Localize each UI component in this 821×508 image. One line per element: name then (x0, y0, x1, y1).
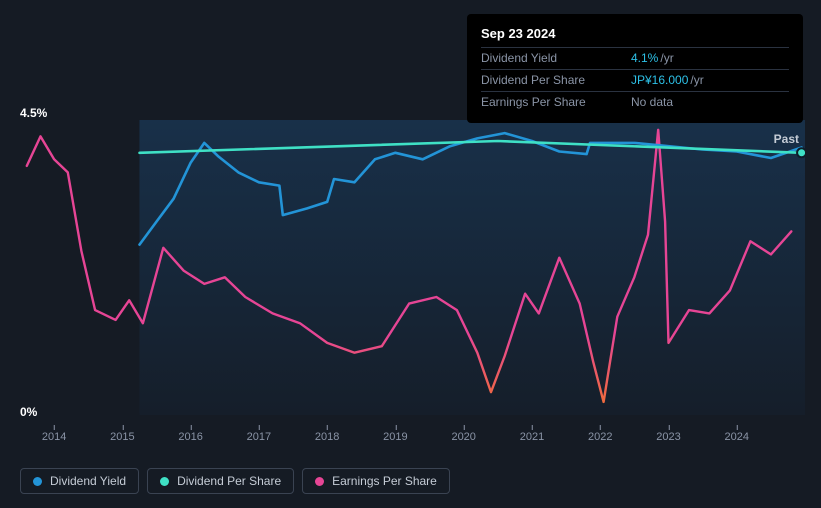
tooltip-row-label: Dividend Per Share (481, 71, 631, 90)
x-axis-tick: 2023 (656, 431, 680, 443)
tooltip-row-value: No data (631, 93, 673, 112)
x-axis-tick: 2022 (588, 431, 612, 443)
tooltip-row: Dividend Per ShareJP¥16.000/yr (481, 69, 789, 91)
past-label: Past (774, 132, 799, 146)
chart-legend: Dividend Yield Dividend Per Share Earnings… (20, 468, 450, 494)
legend-dot (160, 477, 169, 486)
chart-plot (20, 120, 805, 415)
legend-item-label: Dividend Yield (50, 474, 126, 488)
x-axis-tick: 2017 (247, 431, 271, 443)
legend-item[interactable]: Dividend Per Share (147, 468, 294, 494)
tooltip-row: Dividend Yield4.1%/yr (481, 47, 789, 69)
x-axis-tick: 2014 (42, 431, 66, 443)
legend-item[interactable]: Dividend Yield (20, 468, 139, 494)
legend-item[interactable]: Earnings Per Share (302, 468, 450, 494)
tooltip-row: Earnings Per ShareNo data (481, 91, 789, 113)
tooltip-date: Sep 23 2024 (481, 24, 789, 45)
legend-dot (33, 477, 42, 486)
y-axis-max-label: 4.5% (20, 106, 47, 120)
chart-area: 4.5% 0% Past (20, 110, 805, 415)
x-axis-tick: 2016 (178, 431, 202, 443)
tooltip-row-value: JP¥16.000/yr (631, 71, 704, 90)
legend-item-label: Dividend Per Share (177, 474, 281, 488)
data-tooltip: Sep 23 2024 Dividend Yield4.1%/yrDividen… (467, 14, 803, 123)
tooltip-row-label: Dividend Yield (481, 49, 631, 68)
series-end-marker (797, 148, 805, 157)
tooltip-row-value: 4.1%/yr (631, 49, 674, 68)
x-axis-tick: 2018 (315, 431, 339, 443)
x-axis-tick: 2024 (724, 431, 748, 443)
legend-dot (315, 477, 324, 486)
legend-item-label: Earnings Per Share (332, 474, 437, 488)
tooltip-row-label: Earnings Per Share (481, 93, 631, 112)
x-axis: 2014 2015 2016 2017 2018 2019 2020 2021 2022 2023… (20, 425, 805, 449)
x-axis-tick: 2021 (520, 431, 544, 443)
x-axis-tick: 2020 (451, 431, 475, 443)
x-axis-tick: 2019 (383, 431, 407, 443)
x-axis-tick: 2015 (110, 431, 134, 443)
